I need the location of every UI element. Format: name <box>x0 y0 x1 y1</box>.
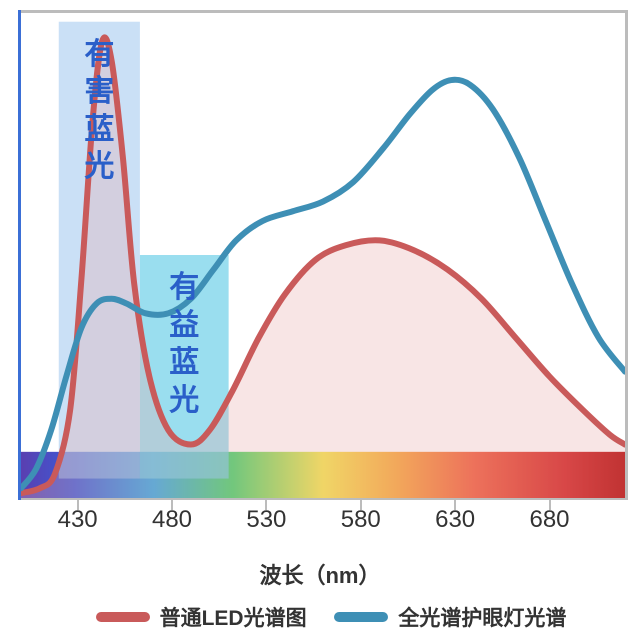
legend-label-full-spectrum: 全光谱护眼灯光谱 <box>398 607 566 630</box>
x-tick: 630 <box>425 506 485 534</box>
x-axis-label: 波长（nm） <box>0 558 640 590</box>
legend-label-normal-led: 普通LED光谱图 <box>160 607 307 630</box>
x-tick-mark <box>77 500 79 510</box>
x-tick: 480 <box>142 506 202 534</box>
band-label-harmful: 有害蓝光 <box>59 36 140 186</box>
legend: 普通LED光谱图 全光谱护眼灯光谱 <box>0 602 640 632</box>
x-tick-mark <box>549 500 551 510</box>
x-tick-mark <box>454 500 456 510</box>
x-tick: 530 <box>236 506 296 534</box>
x-tick: 580 <box>331 506 391 534</box>
x-tick-mark <box>360 500 362 510</box>
legend-swatch-normal-led <box>96 612 150 622</box>
chart-frame: 430 480 530 580 630 680 波长（nm） 普通LED光谱图 全光谱护眼… <box>0 0 640 640</box>
band-label-beneficial: 有益蓝光 <box>140 269 229 419</box>
x-tick: 680 <box>520 506 580 534</box>
x-tick-mark <box>265 500 267 510</box>
x-tick-mark <box>171 500 173 510</box>
x-tick: 430 <box>48 506 108 534</box>
legend-swatch-full-spectrum <box>334 612 388 622</box>
